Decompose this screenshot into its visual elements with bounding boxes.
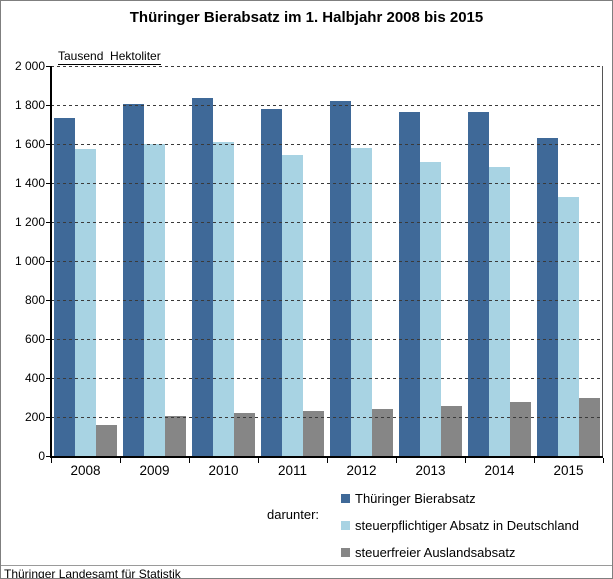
x-axis-line: [50, 456, 603, 458]
bar: [261, 109, 282, 456]
bar: [165, 416, 186, 456]
legend-swatch-icon: [341, 521, 350, 530]
bar: [192, 98, 213, 456]
y-axis-tick: [46, 378, 50, 379]
bar: [537, 138, 558, 456]
y-axis-line: [50, 66, 52, 458]
chart-title: Thüringer Bierabsatz im 1. Halbjahr 2008…: [129, 9, 484, 26]
x-axis-tick: [120, 458, 121, 463]
x-axis-label: 2008: [70, 463, 101, 478]
y-axis-tick-label: 600: [24, 332, 45, 346]
gridline: [51, 144, 603, 145]
legend-item: steuerpflichtiger Absatz in Deutschland: [341, 518, 579, 533]
y-axis-tick-label: 1 600: [14, 137, 45, 151]
x-axis-label: 2015: [553, 463, 584, 478]
x-axis-label: 2009: [139, 463, 170, 478]
bar: [579, 398, 600, 456]
y-axis-tick-label: 200: [24, 410, 45, 424]
bar: [54, 118, 75, 456]
bar: [330, 101, 351, 456]
y-axis-tick-label: 0: [38, 449, 45, 463]
gridline: [51, 222, 603, 223]
y-axis-tick: [46, 339, 50, 340]
bar: [96, 425, 117, 456]
x-axis-label: 2014: [484, 463, 515, 478]
bar: [75, 149, 96, 456]
legend-prefix: darunter:: [267, 507, 320, 522]
bar: [123, 104, 144, 456]
gridline: [51, 261, 603, 262]
legend: Thüringer Bierabsatz steuerpflichtiger Ab…: [341, 491, 579, 560]
bar: [510, 402, 531, 456]
y-axis-tick: [46, 66, 50, 67]
legend-label: steuerpflichtiger Absatz in Deutschland: [355, 518, 580, 533]
plot-right-border: [602, 66, 603, 457]
x-axis-label: 2012: [346, 463, 377, 478]
y-axis-tick: [46, 222, 50, 223]
y-axis-tick: [46, 261, 50, 262]
x-axis-tick: [327, 458, 328, 463]
bar: [489, 167, 510, 456]
x-axis-label: 2010: [208, 463, 239, 478]
bar: [213, 142, 234, 456]
legend-label: steuerfreier Auslandsabsatz: [355, 545, 516, 560]
x-axis-tick: [258, 458, 259, 463]
bar-group-2013: [396, 66, 465, 456]
bar-groups: [51, 66, 603, 456]
gridline: [51, 378, 603, 379]
bar-group-2008: [51, 66, 120, 456]
x-axis-tick: [465, 458, 466, 463]
plot-area: [51, 66, 603, 456]
legend-swatch-icon: [341, 548, 350, 557]
x-axis-label: 2011: [277, 463, 308, 478]
x-axis-tick: [534, 458, 535, 463]
y-axis-tick-label: 1 200: [14, 215, 45, 229]
x-axis-labels: 2008 2009 2010 2011 2012 2013 2014 2015: [51, 463, 603, 478]
y-axis-tick: [46, 144, 50, 145]
y-axis-tick-label: 2 000: [14, 59, 45, 73]
bar-group-2012: [327, 66, 396, 456]
x-axis-tick: [51, 458, 52, 463]
x-axis-label: 2013: [415, 463, 446, 478]
gridline: [51, 66, 603, 67]
bar: [399, 112, 420, 456]
bar: [282, 155, 303, 456]
legend-item: Thüringer Bierabsatz: [341, 491, 579, 506]
y-axis-tick: [46, 417, 50, 418]
bar-group-2014: [465, 66, 534, 456]
bar: [372, 409, 393, 456]
bar-group-2010: [189, 66, 258, 456]
bar: [351, 148, 372, 456]
y-axis-tick-label: 1 400: [14, 176, 45, 190]
y-axis-unit-label: Tausend Hektoliter: [58, 49, 161, 65]
y-axis-tick-label: 800: [24, 293, 45, 307]
y-axis-tick-label: 400: [24, 371, 45, 385]
legend-item: steuerfreier Auslandsabsatz: [341, 545, 579, 560]
x-axis-tick: [396, 458, 397, 463]
gridline: [51, 339, 603, 340]
legend-swatch-icon: [341, 494, 350, 503]
legend-label: Thüringer Bierabsatz: [355, 491, 476, 506]
bar: [468, 112, 489, 456]
gridline: [51, 183, 603, 184]
gridline: [51, 300, 603, 301]
source-text: Thüringer Landesamt für Statistik: [4, 567, 181, 579]
x-axis-tick: [603, 458, 604, 463]
y-axis-tick-label: 1 800: [14, 98, 45, 112]
bar: [303, 411, 324, 456]
y-axis-tick-label: 1 000: [14, 254, 45, 268]
bar: [420, 162, 441, 456]
gridline: [51, 417, 603, 418]
bar: [234, 413, 255, 456]
bar-group-2011: [258, 66, 327, 456]
y-axis-tick: [46, 105, 50, 106]
y-axis-tick: [46, 456, 50, 457]
y-axis-tick: [46, 183, 50, 184]
x-axis-tick: [189, 458, 190, 463]
bar: [441, 406, 462, 456]
y-axis-tick: [46, 300, 50, 301]
bottom-divider: [1, 565, 612, 566]
gridline: [51, 105, 603, 106]
